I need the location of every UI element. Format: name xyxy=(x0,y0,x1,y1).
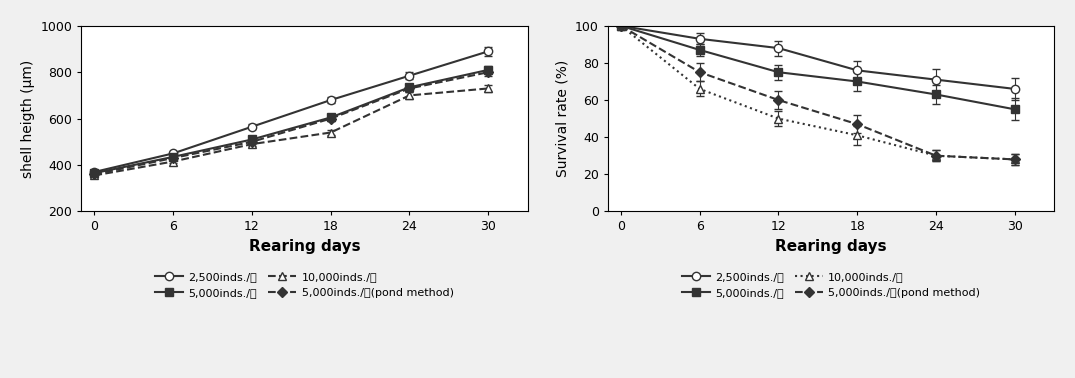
Legend: 2,500inds./㎡, 5,000inds./㎡, 10,000inds./㎡, 5,000inds./㎡(pond method): 2,500inds./㎡, 5,000inds./㎡, 10,000inds./… xyxy=(677,268,985,302)
X-axis label: Rearing days: Rearing days xyxy=(775,239,887,254)
Y-axis label: shell heigth (μm): shell heigth (μm) xyxy=(20,59,34,178)
Legend: 2,500inds./㎡, 5,000inds./㎡, 10,000inds./㎡, 5,000inds./㎡(pond method): 2,500inds./㎡, 5,000inds./㎡, 10,000inds./… xyxy=(151,268,458,302)
X-axis label: Rearing days: Rearing days xyxy=(248,239,360,254)
Y-axis label: Survival rate (%): Survival rate (%) xyxy=(556,60,570,177)
